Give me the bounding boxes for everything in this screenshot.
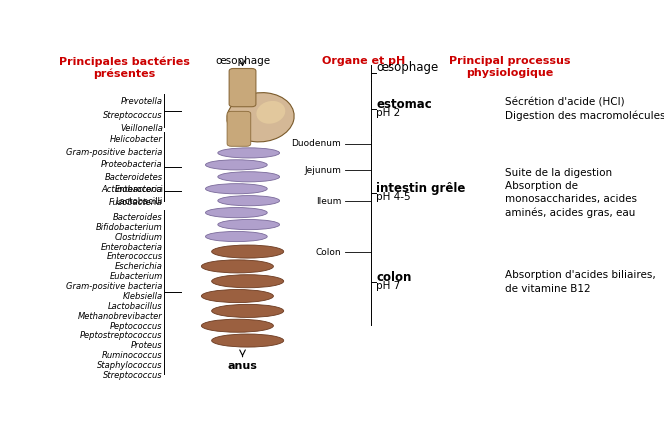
- Text: intestin grêle: intestin grêle: [376, 181, 465, 195]
- Ellipse shape: [201, 289, 274, 303]
- Text: Suite de la digestion
Absorption de
monosaccharides, acides
aminés, acides gras,: Suite de la digestion Absorption de mono…: [505, 168, 637, 218]
- Text: Lactobacillus: Lactobacillus: [108, 302, 163, 311]
- Text: Klebsiella: Klebsiella: [123, 292, 163, 301]
- Text: Proteobacteria: Proteobacteria: [101, 160, 163, 169]
- Ellipse shape: [212, 334, 284, 347]
- Ellipse shape: [205, 184, 267, 194]
- Text: Clostridium: Clostridium: [115, 233, 163, 242]
- Text: Bacteroides: Bacteroides: [113, 213, 163, 222]
- Ellipse shape: [212, 245, 284, 258]
- Text: Eubacterium: Eubacterium: [110, 272, 163, 281]
- Text: Streptococcus: Streptococcus: [103, 371, 163, 380]
- Ellipse shape: [227, 92, 294, 142]
- Ellipse shape: [205, 232, 267, 242]
- Text: Actinobacteria: Actinobacteria: [102, 185, 163, 194]
- Text: anus: anus: [228, 361, 258, 371]
- Ellipse shape: [212, 304, 284, 318]
- Text: Helicobacter: Helicobacter: [110, 135, 163, 144]
- Text: Colon: Colon: [315, 248, 341, 257]
- Text: Sécrétion d'acide (HCl)
Digestion des macromolécules: Sécrétion d'acide (HCl) Digestion des ma…: [505, 97, 664, 121]
- Text: Duodenum: Duodenum: [291, 139, 341, 148]
- Text: Bifidobacterium: Bifidobacterium: [96, 223, 163, 232]
- Text: Streptococcus: Streptococcus: [103, 111, 163, 120]
- Text: Enterococcus: Enterococcus: [107, 253, 163, 262]
- Ellipse shape: [218, 220, 280, 230]
- Ellipse shape: [256, 101, 286, 124]
- Text: œsophage: œsophage: [376, 61, 439, 74]
- Text: Enterococci: Enterococci: [114, 185, 163, 194]
- FancyBboxPatch shape: [227, 111, 251, 146]
- Text: Peptostreptococcus: Peptostreptococcus: [80, 331, 163, 341]
- Text: Bacteroidetes: Bacteroidetes: [105, 173, 163, 182]
- Ellipse shape: [212, 275, 284, 288]
- Text: Organe et pH: Organe et pH: [322, 56, 405, 66]
- Text: Ileum: Ileum: [316, 197, 341, 206]
- Text: pH 7: pH 7: [376, 281, 400, 291]
- Text: Prevotella: Prevotella: [121, 98, 163, 107]
- Text: pH 2: pH 2: [376, 108, 400, 118]
- Text: Absorption d'acides biliaires,
de vitamine B12: Absorption d'acides biliaires, de vitami…: [505, 270, 656, 294]
- Text: Veillonella: Veillonella: [120, 124, 163, 133]
- Text: Lactobacilli: Lactobacilli: [116, 197, 163, 206]
- Ellipse shape: [201, 319, 274, 332]
- Text: Enterobacteria: Enterobacteria: [101, 243, 163, 252]
- Ellipse shape: [218, 148, 280, 158]
- Text: œsophage: œsophage: [215, 56, 270, 66]
- Text: estomac: estomac: [376, 98, 432, 110]
- Text: Peptococcus: Peptococcus: [110, 321, 163, 330]
- FancyBboxPatch shape: [229, 68, 256, 107]
- Text: pH 4-5: pH 4-5: [376, 192, 411, 202]
- Text: Principales bactéries
présentes: Principales bactéries présentes: [58, 56, 190, 79]
- Ellipse shape: [205, 208, 267, 218]
- Ellipse shape: [218, 172, 280, 182]
- Text: Jejunum: Jejunum: [305, 166, 341, 175]
- Text: colon: colon: [376, 270, 412, 284]
- Text: Staphylococcus: Staphylococcus: [97, 361, 163, 370]
- Text: Escherichia: Escherichia: [115, 262, 163, 271]
- Text: Ruminococcus: Ruminococcus: [102, 351, 163, 360]
- Text: Principal processus
physiologique: Principal processus physiologique: [450, 56, 571, 78]
- Text: Proteus: Proteus: [131, 342, 163, 351]
- Ellipse shape: [205, 160, 267, 170]
- Text: Fusobacteria: Fusobacteria: [109, 198, 163, 207]
- Text: Methanobrevibacter: Methanobrevibacter: [78, 312, 163, 321]
- Text: Gram-positive bacteria: Gram-positive bacteria: [66, 282, 163, 291]
- Ellipse shape: [201, 260, 274, 273]
- Text: Gram-positive bacteria: Gram-positive bacteria: [66, 148, 163, 157]
- Ellipse shape: [218, 196, 280, 206]
